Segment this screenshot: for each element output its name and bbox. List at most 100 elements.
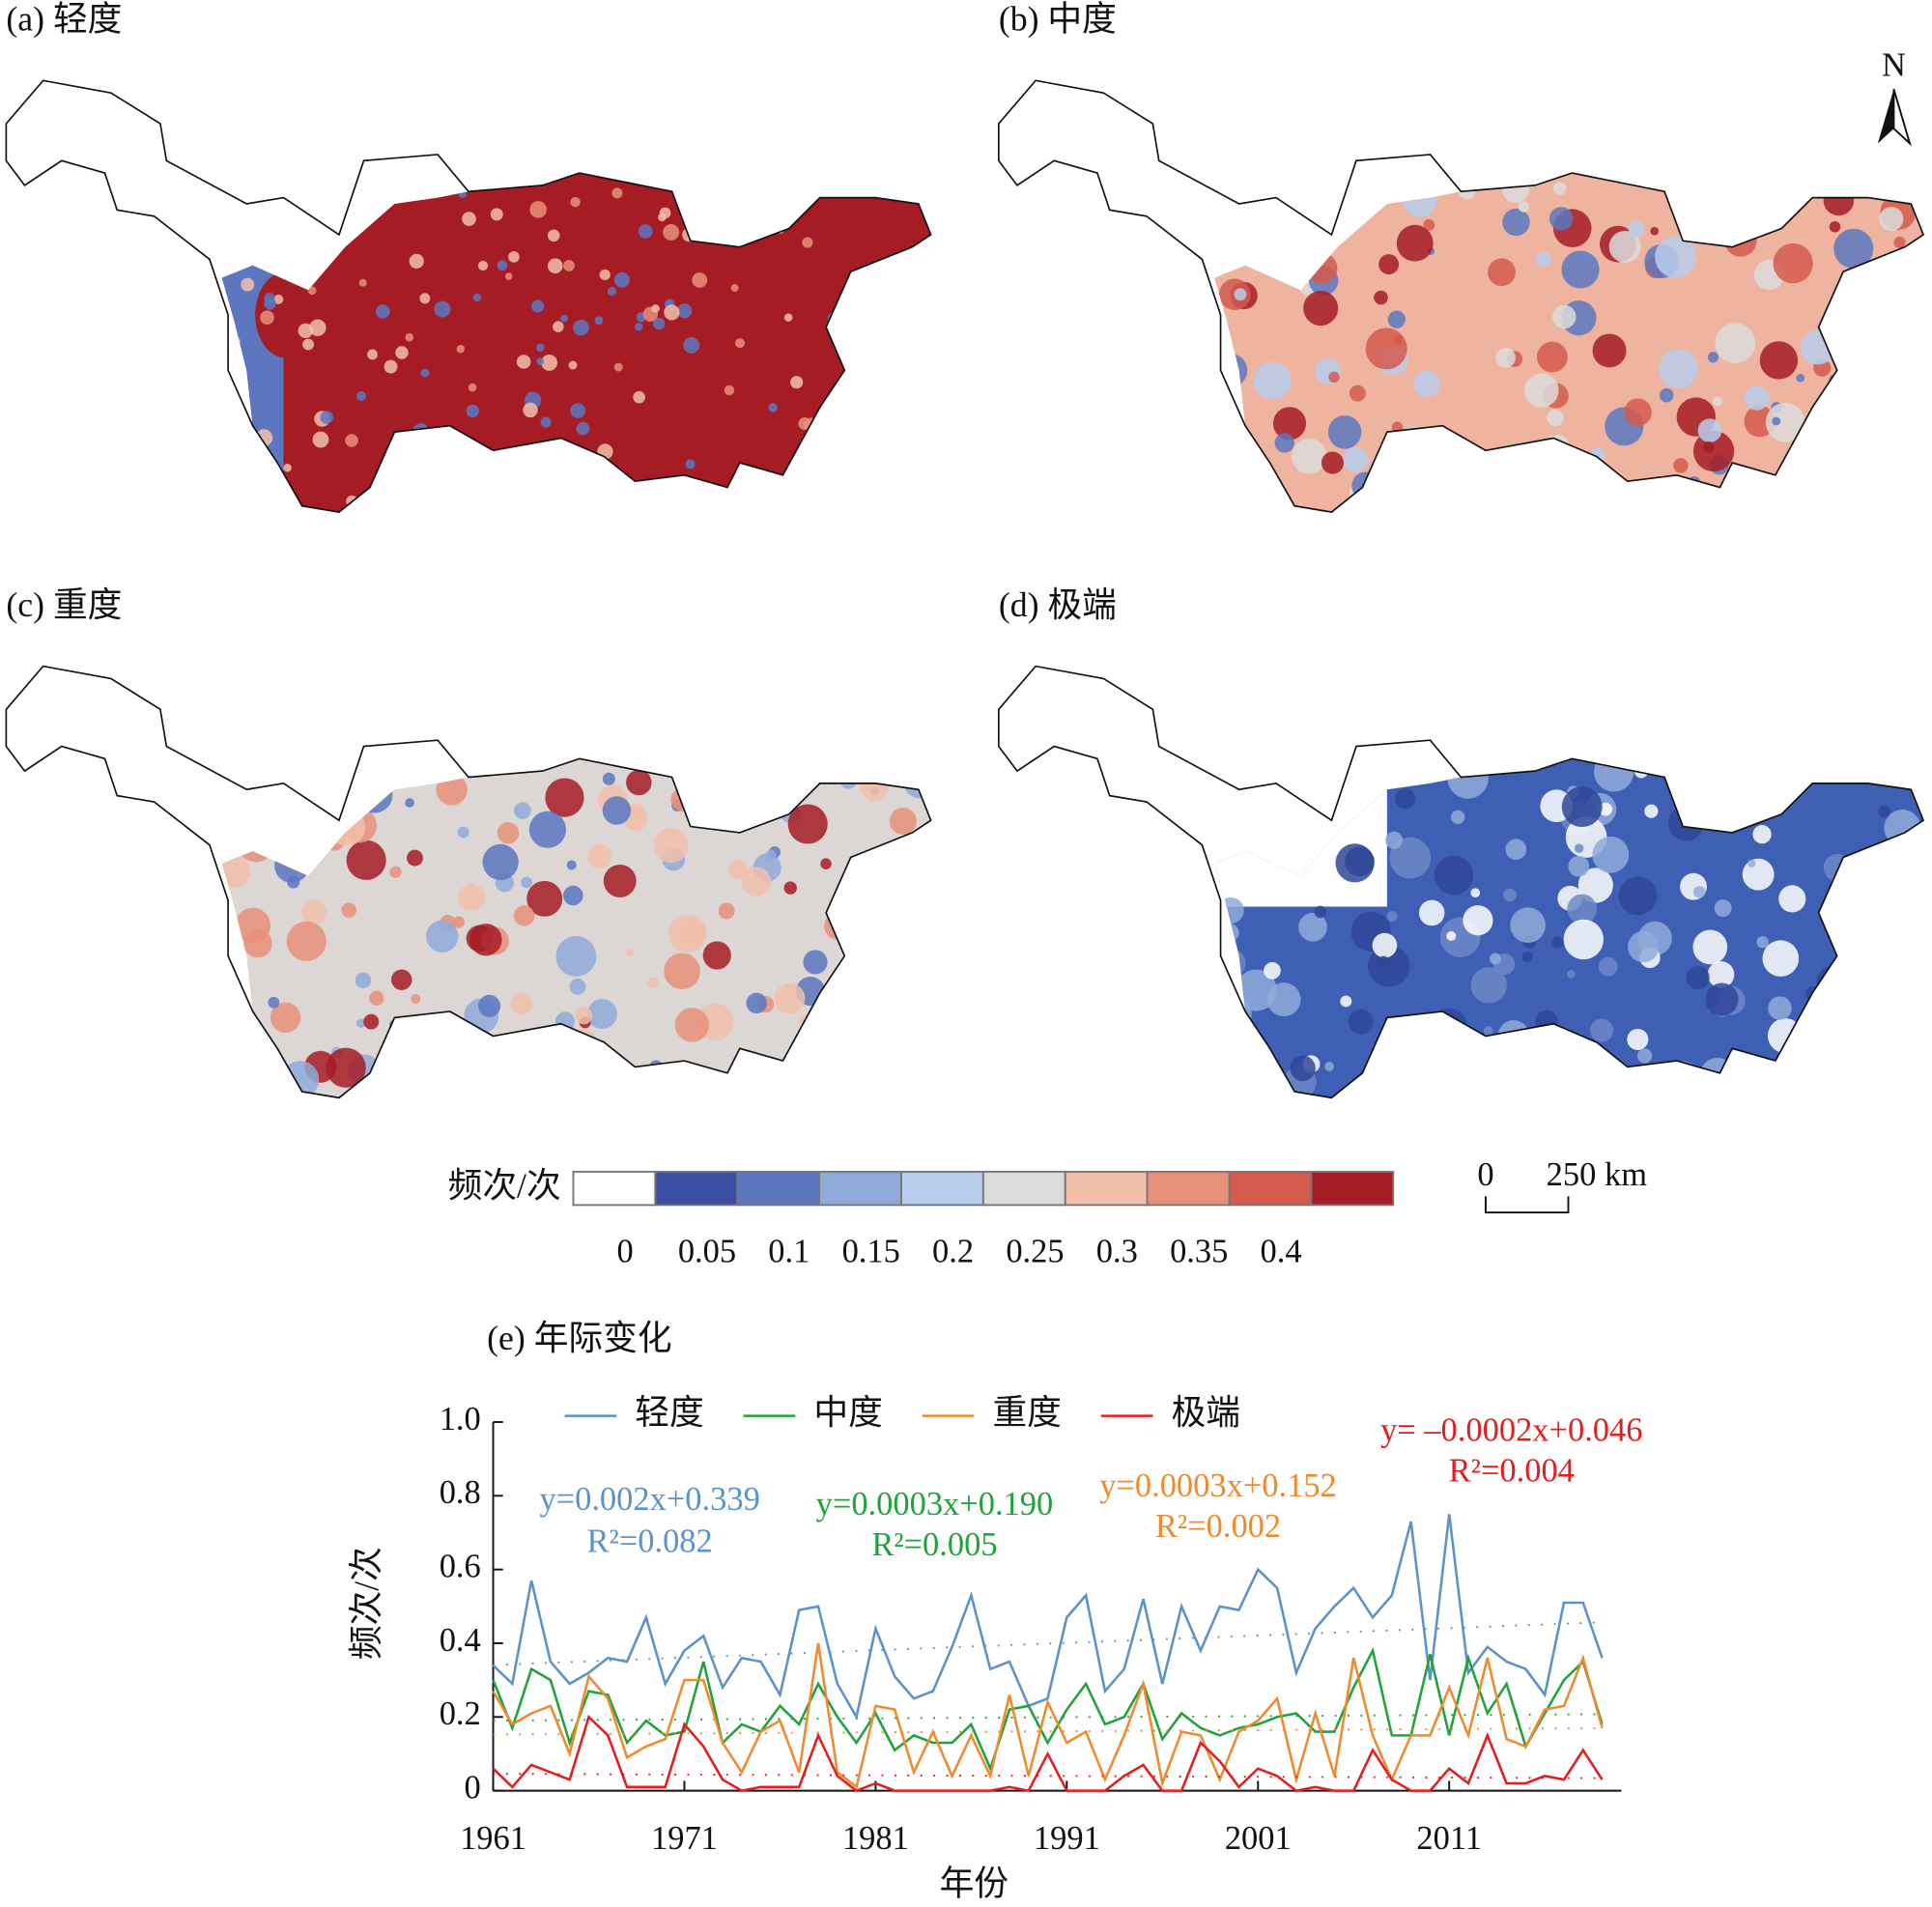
raster-spot (840, 483, 853, 496)
raster-spot (1860, 862, 1882, 884)
raster-spot (896, 990, 931, 1030)
raster-spot (302, 338, 315, 351)
raster-spot (414, 488, 423, 497)
raster-spot (867, 453, 882, 470)
raster-spot (1389, 837, 1432, 879)
raster-spot (1655, 236, 1696, 278)
raster-spot (603, 864, 637, 897)
raster-spot (1517, 473, 1530, 488)
raster-spot (531, 299, 545, 313)
raster-spot (813, 419, 827, 433)
raster-spot (309, 319, 327, 336)
raster-spot (553, 321, 564, 332)
raster-spot (625, 948, 634, 957)
raster-spot (1592, 836, 1630, 873)
raster-spot (1768, 996, 1792, 1020)
raster-spot (1489, 953, 1501, 965)
raster-spot (1255, 765, 1268, 779)
raster-spot (1899, 328, 1909, 338)
raster-spot (286, 921, 327, 961)
raster-spot (604, 496, 618, 510)
raster-spot (1290, 1055, 1316, 1082)
north-arrow (1892, 89, 1912, 147)
raster-spot (1314, 905, 1327, 919)
map-panel: (d) 极端 (997, 585, 1924, 1099)
raster-spot (1227, 1043, 1267, 1084)
scale-bar (1485, 1196, 1570, 1213)
raster-spot (602, 796, 632, 825)
raster-spot (856, 963, 891, 998)
raster-spot (457, 826, 469, 839)
raster-spot (1345, 846, 1375, 877)
raster-spot (482, 843, 519, 881)
north-arrow (1877, 89, 1894, 144)
raster-spot (1624, 398, 1652, 427)
raster-spot (1561, 250, 1600, 289)
raster-spot (1536, 251, 1551, 268)
map-raster (221, 758, 931, 1098)
raster-spot (1892, 492, 1910, 509)
raster-spot (1402, 469, 1433, 498)
raster-spot (1847, 437, 1858, 447)
raster-spot (1637, 1048, 1653, 1064)
raster-spot (563, 885, 583, 906)
raster-spot (526, 880, 563, 917)
trend-equation: y= –0.0002x+0.046 (1380, 1411, 1642, 1448)
raster-spot (885, 181, 895, 191)
raster-spot (594, 316, 604, 326)
raster-spot (516, 355, 531, 369)
raster-spot (1593, 758, 1634, 792)
raster-spot (355, 391, 366, 402)
series-line (492, 1714, 1604, 1793)
raster-spot (611, 187, 623, 199)
raster-spot (1227, 1016, 1242, 1032)
raster-spot (1682, 1067, 1695, 1080)
raster-spot (487, 473, 503, 489)
trend-equation: y=0.002x+0.339 (539, 1481, 759, 1518)
raster-spot (1399, 1059, 1433, 1094)
raster-spot (1303, 291, 1339, 327)
raster-spot (326, 1047, 366, 1088)
raster-spot (702, 941, 731, 970)
raster-spot (1374, 478, 1394, 498)
raster-spot (1447, 1052, 1468, 1074)
raster-spot (1686, 965, 1710, 990)
raster-spot (746, 992, 767, 1014)
raster-spot (283, 463, 292, 472)
raster-spot (1804, 985, 1821, 1002)
raster-spot (1396, 224, 1434, 262)
raster-spot (1518, 201, 1529, 213)
raster-spot (1705, 982, 1739, 1016)
raster-spot (1900, 765, 1918, 783)
raster-spot (319, 182, 334, 197)
raster-spot (1560, 455, 1603, 497)
raster-spot (899, 1040, 908, 1049)
raster-spot (1762, 940, 1800, 977)
raster-spot (1761, 181, 1785, 206)
raster-spot (1501, 175, 1530, 203)
raster-spot (420, 368, 430, 378)
raster-spot (642, 1067, 655, 1079)
raster-spot (320, 411, 334, 424)
raster-spot (682, 184, 691, 192)
raster-spot (787, 804, 828, 844)
raster-spot (1321, 451, 1344, 474)
raster-spot (1343, 446, 1369, 473)
raster-spot (1451, 450, 1486, 485)
raster-spot (570, 403, 586, 418)
raster-spot (345, 434, 358, 447)
raster-spot (1878, 805, 1891, 818)
raster-spot (842, 291, 853, 301)
raster-spot (599, 269, 611, 281)
raster-spot (472, 293, 482, 302)
raster-spot (555, 935, 597, 977)
raster-spot (1664, 1085, 1678, 1098)
raster-spot (1556, 1057, 1585, 1086)
raster-spot (895, 858, 931, 897)
chart-title: (e) 年际变化 (487, 1319, 671, 1357)
x-tick-label: 1961 (460, 1820, 526, 1857)
raster-spot (1502, 208, 1530, 237)
raster-spot (765, 849, 777, 861)
raster-spot (889, 807, 917, 835)
raster-spot (529, 201, 547, 218)
